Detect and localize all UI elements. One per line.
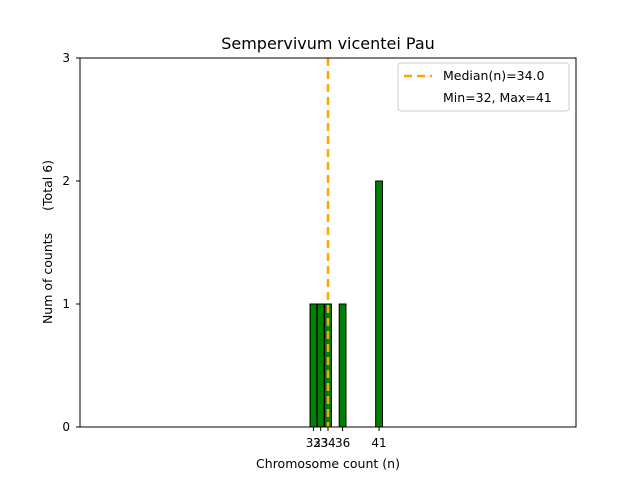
- x-tick-label-34: 34: [320, 436, 335, 450]
- bars: [309, 180, 383, 428]
- y-axis-label: Num of counts (Total 6): [40, 160, 55, 324]
- legend-median-label: Median(n)=34.0: [443, 68, 544, 83]
- y-tick-label-0: 0: [62, 420, 70, 434]
- bar-36: [338, 303, 347, 428]
- bar-33: [316, 303, 325, 428]
- x-tick-label-41: 41: [371, 436, 386, 450]
- x-axis-label: Chromosome count (n): [256, 456, 400, 471]
- y-tick-label-2: 2: [62, 174, 70, 188]
- plot-area: [79, 57, 577, 428]
- x-tick-label-36: 36: [335, 436, 350, 450]
- bar-32: [309, 303, 318, 428]
- x-tick-label-33: 33: [313, 436, 328, 450]
- x-tick-label-32: 32: [306, 436, 321, 450]
- legend-box: [397, 62, 570, 112]
- y-axis-label-main: Num of counts: [40, 233, 55, 324]
- y-tick-label-3: 3: [62, 51, 70, 65]
- y-axis-ticks: 0 1 2 3: [62, 51, 80, 434]
- chart-title: Sempervivum vicentei Pau: [221, 34, 435, 53]
- y-tick-label-1: 1: [62, 297, 70, 311]
- legend-range-label: Min=32, Max=41: [443, 90, 552, 105]
- legend: Median(n)=34.0 Min=32, Max=41: [397, 62, 570, 112]
- y-axis-label-total: (Total 6): [40, 160, 55, 211]
- bar-41: [375, 180, 383, 428]
